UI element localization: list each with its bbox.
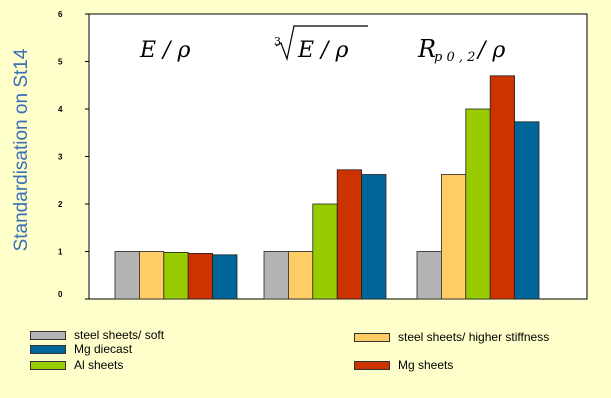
group-label-2-text: E / ρ [297, 38, 348, 63]
bar [440, 174, 467, 300]
bars [114, 75, 540, 300]
bar [187, 252, 213, 300]
legend-label: Mg diecast [74, 342, 133, 356]
y-tick-label: 1 [58, 248, 63, 257]
bar [114, 251, 140, 300]
y-axis-label: Standardisation on St14 [4, 0, 40, 300]
bar [312, 203, 338, 300]
group-label-cuberoot-e-rho: 3 E / ρ [274, 25, 368, 63]
legend-label: steel sheets/ higher stiffness [398, 330, 550, 344]
bar [514, 121, 540, 300]
y-axis-ticks: 0 1 2 3 4 5 6 [58, 10, 89, 300]
group-label-rp02-rho: R p 0 , 2 / ρ [417, 35, 505, 65]
bar [489, 75, 516, 300]
y-tick-label: 5 [58, 58, 63, 67]
y-axis-label-text: Standardisation on St14 [11, 48, 32, 252]
bar [138, 251, 165, 300]
legend-swatch [30, 331, 66, 340]
y-tick-label: 0 [58, 290, 63, 299]
legend-label: Mg sheets [398, 358, 454, 372]
legend-label: Al sheets [74, 358, 124, 372]
group-label-3-rest: / ρ [476, 38, 505, 63]
y-tick-label: 4 [58, 105, 63, 114]
bar [287, 251, 314, 300]
bar [416, 251, 442, 300]
bar [212, 254, 238, 300]
y-tick-label: 6 [58, 10, 63, 19]
group-label-3-main: R [417, 35, 436, 63]
bar [465, 108, 491, 300]
y-tick-label: 3 [58, 153, 63, 162]
legend-swatch [354, 361, 390, 370]
radical-sign [275, 25, 368, 62]
y-tick-label: 2 [58, 200, 63, 209]
legend-label: steel sheets/ soft [74, 328, 165, 342]
bar [361, 174, 387, 300]
bar [263, 251, 289, 300]
group-label-1-text: E / ρ [139, 38, 190, 63]
legend-swatch [30, 361, 66, 370]
legend-swatch [30, 345, 66, 354]
bar [336, 169, 363, 300]
group-label-3-subscript: p 0 , 2 [434, 50, 475, 65]
group-label-2-root-index: 3 [274, 35, 281, 48]
group-label-e-rho: E / ρ [139, 38, 190, 63]
bar [163, 251, 189, 300]
legend-swatch [354, 333, 390, 342]
